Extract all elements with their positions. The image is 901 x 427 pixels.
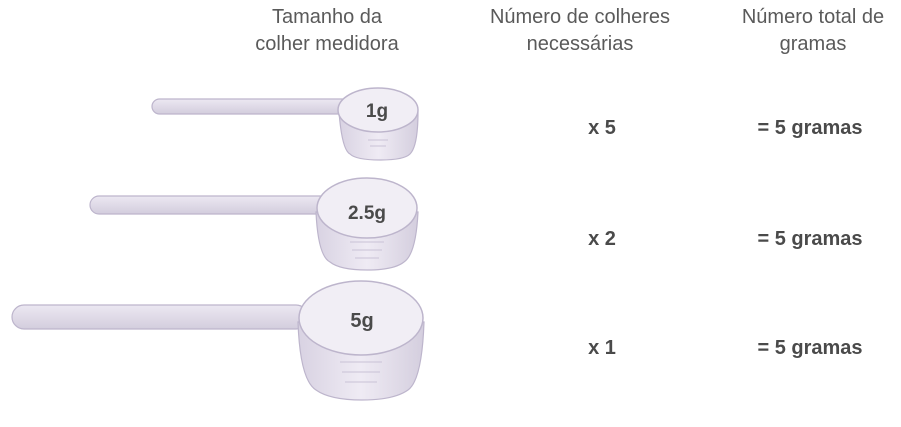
total-grams-row-1: = 5 gramas	[757, 117, 863, 139]
spoon-1g: 1g	[151, 87, 419, 161]
header-total-grams: Número total de gramas	[725, 4, 901, 58]
total-grams-row-2: = 5 gramas	[757, 228, 863, 250]
header-spoon-count: Número de colheres necessárias	[468, 4, 692, 58]
spoon-label-5g: 5g	[350, 310, 373, 332]
total-grams-row-3: = 5 gramas	[757, 337, 863, 359]
spoon-label-1g: 1g	[366, 101, 388, 122]
header-spoon-size: Tamanho da colher medidora	[232, 4, 422, 58]
header-spoon-size-line2: colher medidora	[255, 33, 399, 55]
header-total-grams-line2: gramas	[779, 33, 847, 55]
spoon-2-5g: 2.5g	[89, 177, 419, 271]
header-spoon-count-line1: Número de colheres	[489, 6, 671, 28]
spoon-count-row-2: x 2	[588, 228, 616, 250]
spoon-count-row-3: x 1	[588, 337, 616, 359]
spoon-label-2-5g: 2.5g	[348, 203, 386, 224]
header-spoon-count-line2: necessárias	[526, 33, 634, 55]
spoon-count-row-1: x 5	[588, 117, 616, 139]
spoon-5g: 5g	[11, 280, 425, 401]
header-total-grams-line1: Número total de	[741, 6, 885, 28]
header-spoon-size-line1: Tamanho da	[271, 6, 383, 28]
